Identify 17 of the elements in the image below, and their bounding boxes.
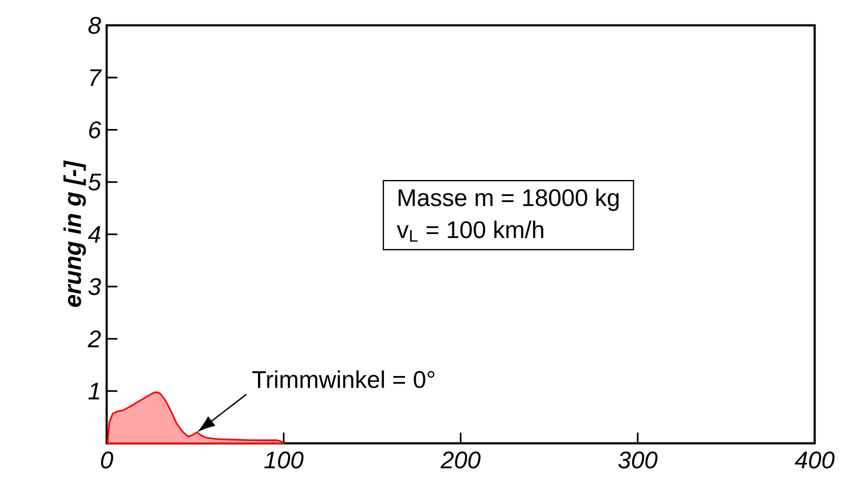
x-tick-label: 100	[264, 452, 304, 468]
y-tick-label: 4	[88, 226, 100, 243]
y-axis-title: erung in g [-]	[63, 160, 86, 307]
annotation: Trimmwinkel = 0°	[252, 370, 434, 388]
annotation: Masse m = 18000 kg	[398, 188, 619, 211]
y-tick-label: 5	[88, 174, 102, 190]
y-tick-label: 2	[88, 330, 101, 348]
y-tick-label: 6	[89, 121, 102, 138]
y-tick-label: 8	[88, 16, 102, 34]
y-tick-label: 1	[88, 382, 100, 400]
x-tick-label: 400	[794, 452, 834, 468]
x-tick-label: 0	[101, 452, 114, 468]
y-tick-label: 3	[88, 278, 101, 296]
annotation: v$_{L}$ = 100 km/h	[396, 220, 544, 242]
x-tick-label: 200	[440, 452, 480, 468]
x-tick-label: 300	[618, 452, 658, 468]
y-tick-label: 7	[90, 69, 102, 86]
